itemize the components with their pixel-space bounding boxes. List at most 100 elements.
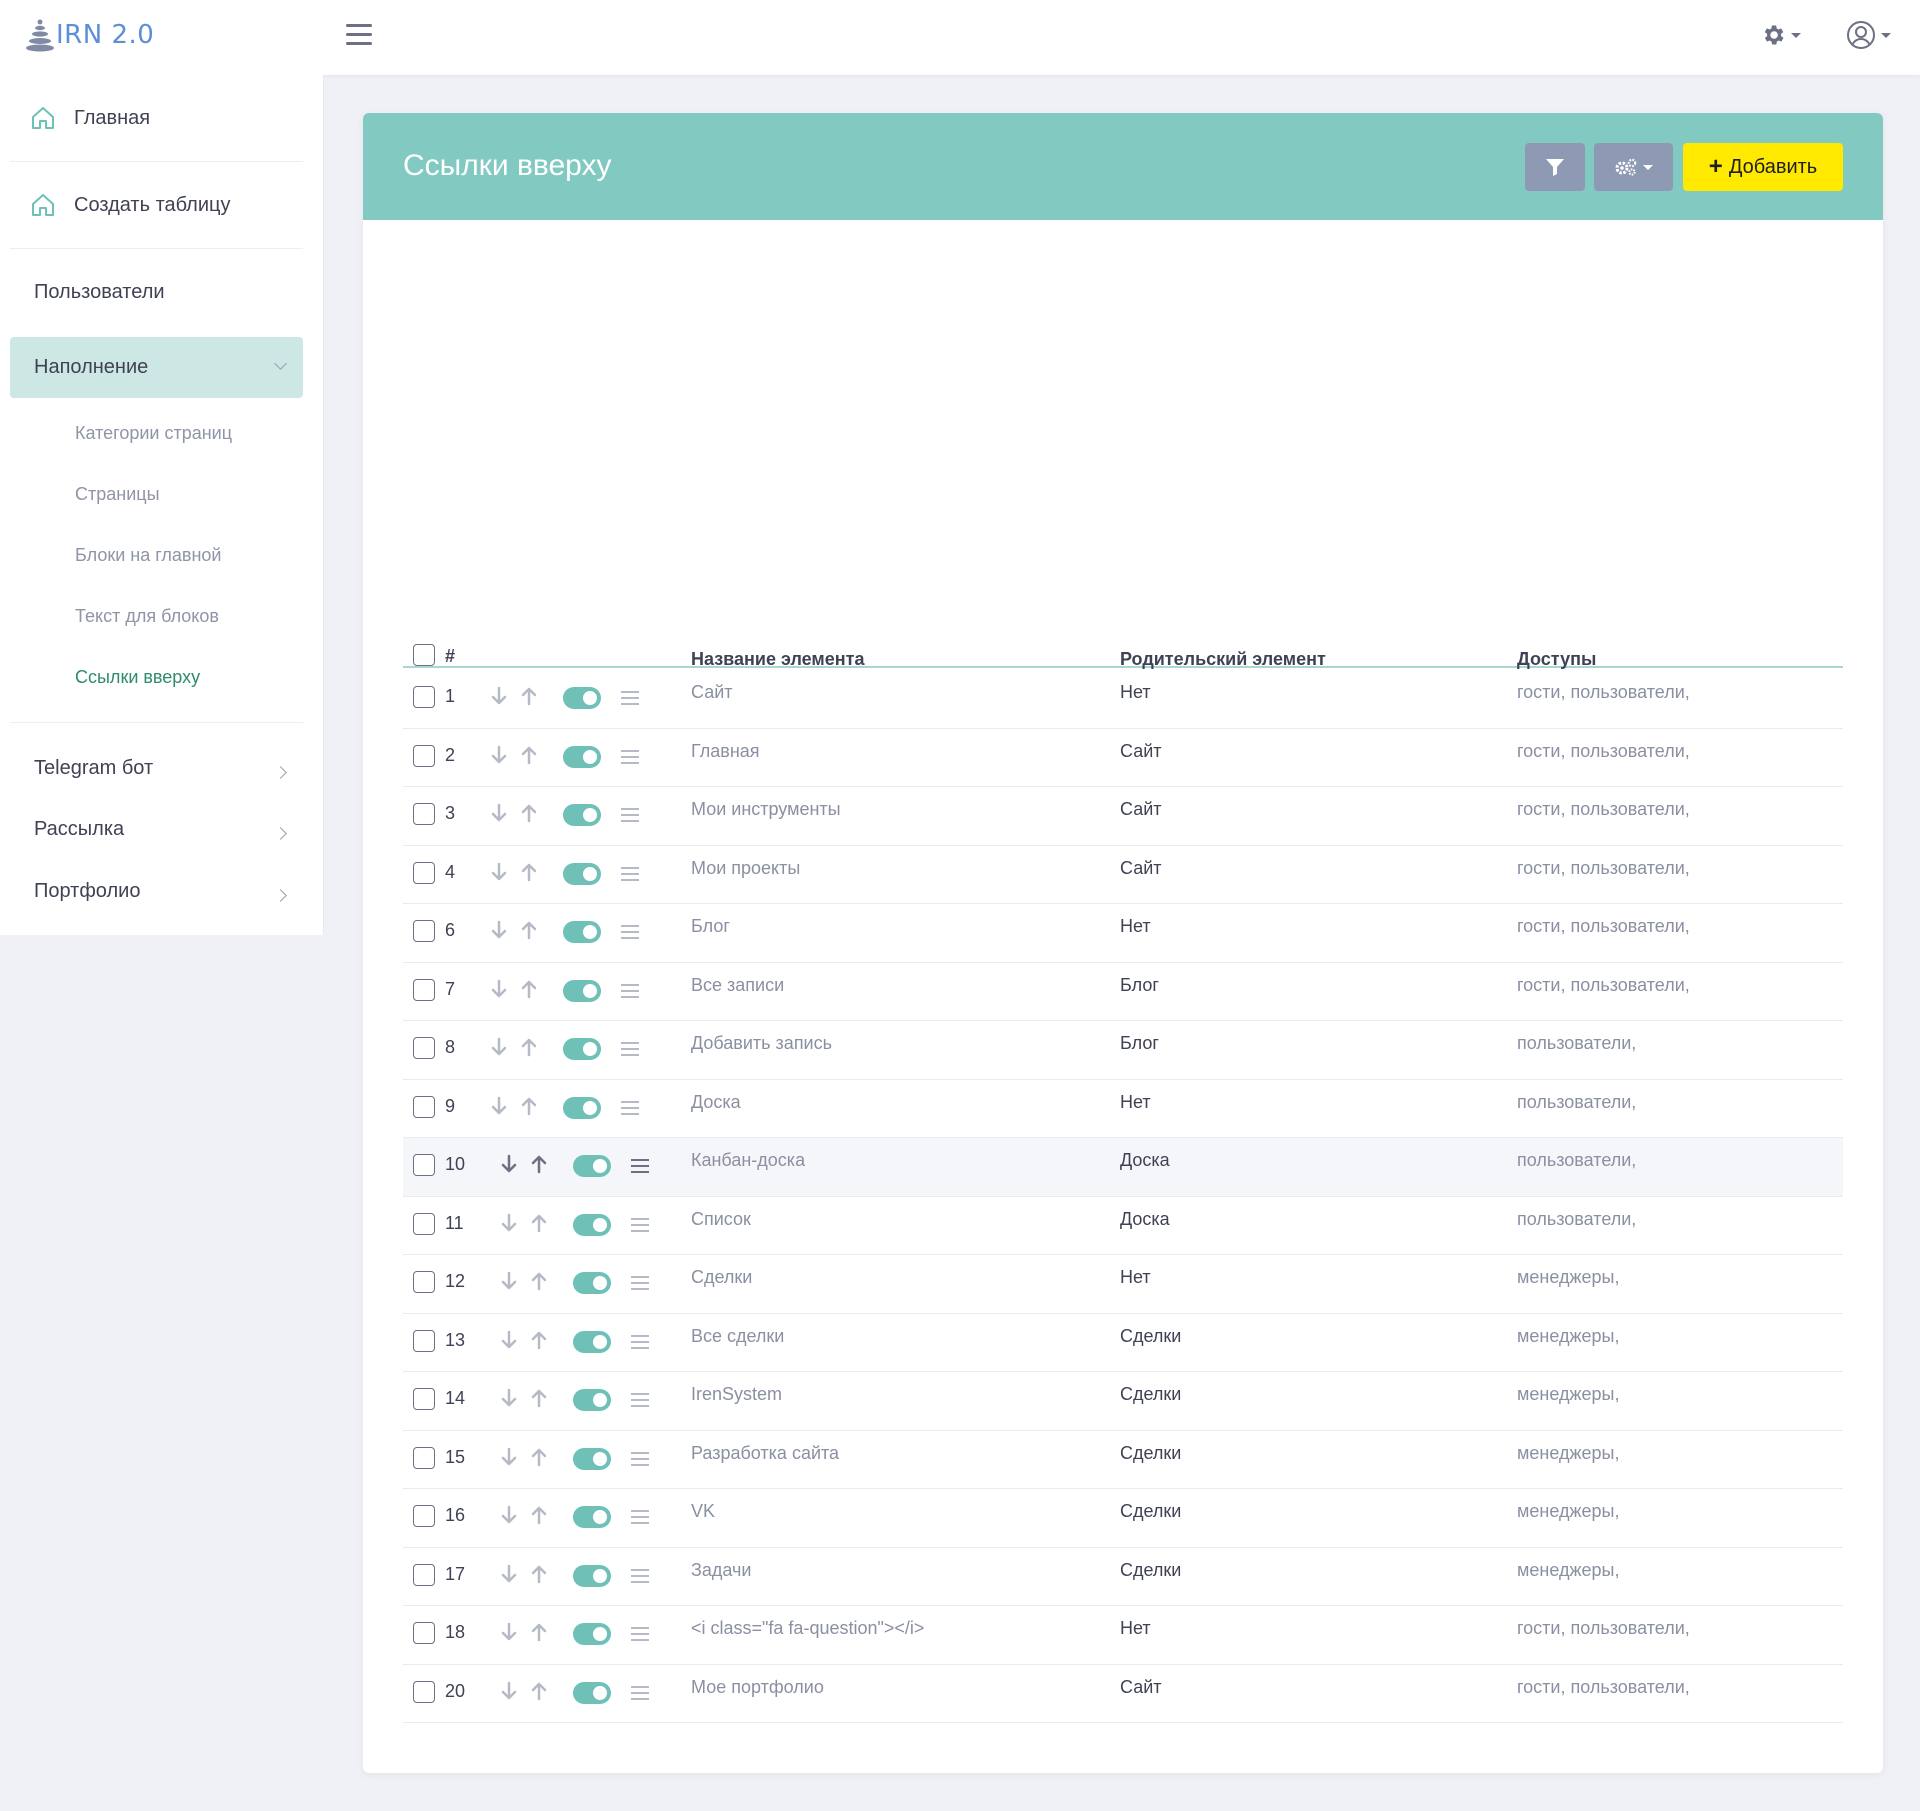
drag-handle-icon[interactable]	[631, 1685, 649, 1704]
drag-handle-icon[interactable]	[631, 1159, 649, 1177]
row-name[interactable]: Сделки	[691, 1267, 753, 1287]
user-menu[interactable]	[1846, 20, 1891, 50]
arrow-up-icon[interactable]	[520, 861, 538, 883]
logo[interactable]: IRN 2.0	[24, 18, 154, 52]
arrow-down-icon[interactable]	[490, 685, 508, 707]
arrow-down-icon[interactable]	[500, 1563, 518, 1585]
select-all-checkbox[interactable]	[413, 644, 435, 666]
row-name[interactable]: Все записи	[691, 974, 785, 995]
row-checkbox[interactable]	[413, 1622, 435, 1644]
row-checkbox[interactable]	[413, 978, 435, 1001]
arrow-up-icon[interactable]	[520, 744, 538, 766]
drag-handle-icon[interactable]	[621, 1042, 639, 1060]
row-checkbox[interactable]	[413, 1446, 435, 1469]
row-checkbox[interactable]	[413, 744, 435, 767]
row-name[interactable]: Добавить запись	[691, 1033, 832, 1053]
sidebar-group-mailing[interactable]: Рассылка	[10, 804, 303, 854]
visibility-toggle[interactable]	[563, 687, 601, 709]
row-name[interactable]: Мои проекты	[691, 857, 801, 878]
row-name[interactable]: Блог	[691, 916, 730, 936]
sidebar-item-users[interactable]: Пользователи	[10, 267, 303, 317]
arrow-down-icon[interactable]	[490, 919, 508, 941]
row-checkbox[interactable]	[413, 1154, 435, 1176]
row-checkbox[interactable]	[413, 1388, 435, 1410]
arrow-up-icon[interactable]	[520, 919, 538, 941]
arrow-down-icon[interactable]	[490, 1036, 508, 1058]
arrow-down-icon[interactable]	[500, 1504, 518, 1526]
row-checkbox[interactable]	[413, 861, 435, 884]
sidebar-group-telegram[interactable]: Telegram бот	[10, 743, 303, 793]
visibility-toggle[interactable]	[573, 1681, 611, 1704]
sidebar-item-home[interactable]: Главная	[10, 93, 303, 143]
visibility-toggle[interactable]	[573, 1564, 611, 1587]
arrow-up-icon[interactable]	[530, 1270, 548, 1292]
row-checkbox[interactable]	[413, 1212, 435, 1235]
arrow-down-icon[interactable]	[500, 1212, 518, 1234]
sidebar-subitem-page-categories[interactable]: Категории страниц	[75, 423, 233, 443]
row-checkbox[interactable]	[413, 1095, 435, 1118]
arrow-down-icon[interactable]	[500, 1270, 518, 1292]
arrow-up-icon[interactable]	[530, 1153, 548, 1175]
row-checkbox[interactable]	[413, 1563, 435, 1586]
visibility-toggle[interactable]	[573, 1389, 611, 1411]
header-access[interactable]: Доступы	[1517, 649, 1597, 669]
row-name[interactable]: Разработка сайта	[691, 1442, 840, 1463]
drag-handle-icon[interactable]	[621, 691, 639, 709]
visibility-toggle[interactable]	[563, 1038, 601, 1060]
row-checkbox[interactable]	[413, 1680, 435, 1703]
drag-handle-icon[interactable]	[631, 1276, 649, 1294]
arrow-up-icon[interactable]	[530, 1621, 548, 1643]
arrow-down-icon[interactable]	[500, 1387, 518, 1409]
visibility-toggle[interactable]	[573, 1447, 611, 1470]
drag-handle-icon[interactable]	[621, 983, 639, 1002]
header-parent[interactable]: Родительский элемент	[1120, 649, 1326, 669]
row-checkbox[interactable]	[413, 1329, 435, 1352]
row-checkbox[interactable]	[413, 803, 435, 825]
drag-handle-icon[interactable]	[621, 1100, 639, 1119]
sidebar-subitem-home-blocks[interactable]: Блоки на главной	[75, 545, 222, 565]
arrow-up-icon[interactable]	[530, 1446, 548, 1468]
arrow-down-icon[interactable]	[490, 1095, 508, 1117]
row-name[interactable]: Доска	[691, 1091, 741, 1112]
drag-handle-icon[interactable]	[631, 1334, 649, 1353]
arrow-up-icon[interactable]	[530, 1680, 548, 1702]
visibility-toggle[interactable]	[573, 1272, 611, 1294]
drag-handle-icon[interactable]	[621, 749, 639, 768]
arrow-up-icon[interactable]	[530, 1387, 548, 1409]
visibility-toggle[interactable]	[573, 1330, 611, 1353]
arrow-up-icon[interactable]	[530, 1563, 548, 1585]
arrow-up-icon[interactable]	[520, 802, 538, 824]
row-checkbox[interactable]	[413, 1505, 435, 1527]
sidebar-group-portfolio[interactable]: Портфолио	[10, 866, 303, 916]
visibility-toggle[interactable]	[573, 1213, 611, 1236]
arrow-up-icon[interactable]	[520, 1036, 538, 1058]
visibility-toggle[interactable]	[563, 804, 601, 826]
sidebar-subitem-top-links[interactable]: Ссылки вверху	[75, 667, 201, 687]
arrow-down-icon[interactable]	[500, 1446, 518, 1468]
visibility-toggle[interactable]	[563, 979, 601, 1002]
row-name[interactable]: Канбан-доска	[691, 1150, 806, 1170]
sidebar-group-content[interactable]: Наполнение	[10, 337, 303, 398]
row-name[interactable]: Мои инструменты	[691, 799, 841, 819]
row-name[interactable]: Задачи	[691, 1559, 752, 1580]
row-checkbox[interactable]	[413, 686, 435, 708]
filter-button[interactable]	[1525, 143, 1585, 191]
drag-handle-icon[interactable]	[631, 1393, 649, 1411]
row-name[interactable]: Все сделки	[691, 1325, 785, 1346]
drag-handle-icon[interactable]	[631, 1451, 649, 1470]
drag-handle-icon[interactable]	[631, 1217, 649, 1236]
row-checkbox[interactable]	[413, 920, 435, 942]
visibility-toggle[interactable]	[563, 745, 601, 768]
row-name[interactable]: <i class="fa fa-question"></i>	[691, 1618, 925, 1638]
arrow-down-icon[interactable]	[490, 978, 508, 1000]
visibility-toggle[interactable]	[573, 1623, 611, 1645]
drag-handle-icon[interactable]	[621, 866, 639, 885]
header-name[interactable]: Название элемента	[691, 649, 865, 669]
row-checkbox[interactable]	[413, 1271, 435, 1293]
row-name[interactable]: Список	[691, 1208, 751, 1229]
arrow-down-icon[interactable]	[500, 1329, 518, 1351]
drag-handle-icon[interactable]	[621, 808, 639, 826]
drag-handle-icon[interactable]	[621, 925, 639, 943]
visibility-toggle[interactable]	[563, 921, 601, 943]
arrow-down-icon[interactable]	[490, 861, 508, 883]
